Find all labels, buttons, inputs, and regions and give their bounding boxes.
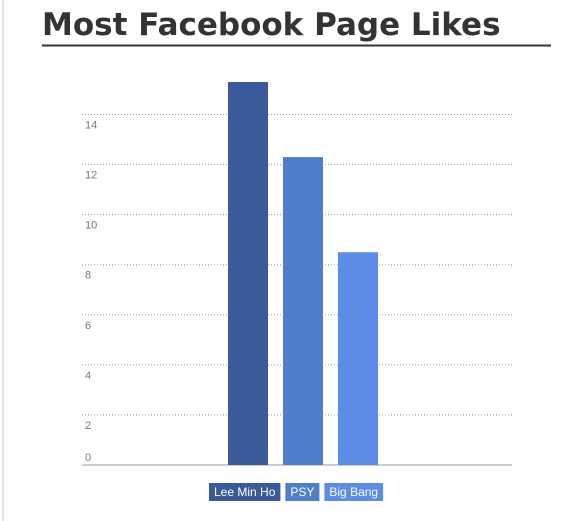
bar: [338, 252, 378, 465]
legend-swatch: [285, 483, 320, 501]
bar: [283, 157, 323, 466]
legend-label: Big Bang: [329, 485, 378, 499]
chart-title: Most Facebook Page Likes: [42, 7, 501, 43]
bar: [228, 82, 268, 465]
y-tick-label: 8: [85, 270, 91, 282]
y-tick-label: 14: [85, 120, 97, 132]
legend-label: PSY: [290, 485, 314, 499]
y-tick-label: 4: [85, 370, 91, 382]
legend-swatch: [209, 483, 281, 501]
legend-label: Lee Min Ho: [214, 485, 276, 499]
y-tick-label: 10: [85, 220, 97, 232]
y-tick-label: 6: [85, 320, 91, 332]
y-tick-label: 2: [85, 420, 91, 432]
y-tick-label: 0: [85, 452, 91, 464]
y-tick-label: 12: [85, 170, 97, 182]
legend-swatch: [324, 483, 384, 501]
